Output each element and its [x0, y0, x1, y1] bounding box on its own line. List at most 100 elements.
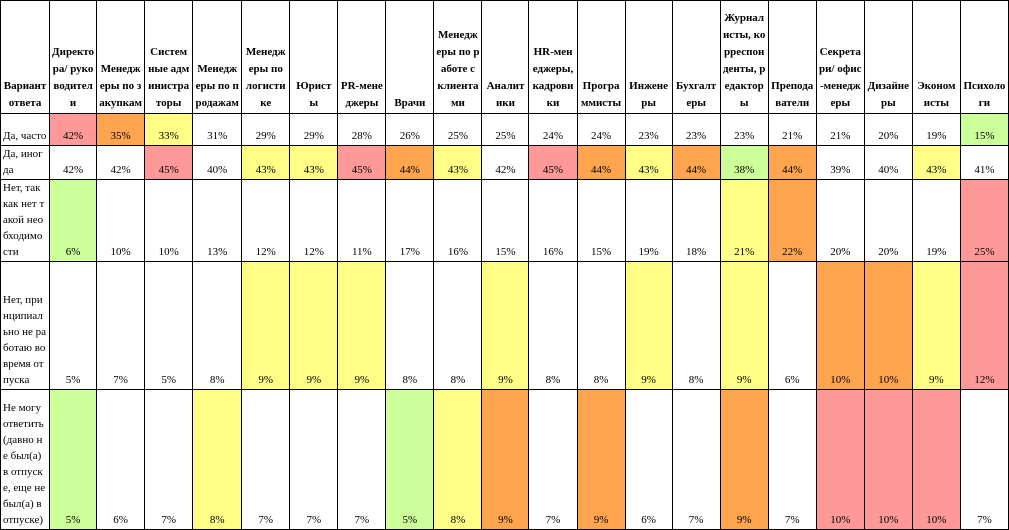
column-header: Экономисты: [911, 0, 961, 114]
value-cell: 10%: [144, 179, 194, 262]
value-cell: 43%: [911, 145, 961, 180]
value-cell: 7%: [144, 389, 194, 530]
value-cell: 15%: [959, 113, 1009, 146]
value-cell: 9%: [337, 261, 387, 390]
value-cell: 19%: [911, 113, 961, 146]
value-cell: 5%: [49, 261, 98, 390]
value-cell: 25%: [959, 179, 1009, 262]
value-cell: 29%: [289, 113, 339, 146]
value-cell: 7%: [528, 389, 578, 530]
value-cell: 5%: [49, 389, 98, 530]
value-cell: 10%: [96, 179, 146, 262]
value-cell: 15%: [576, 179, 626, 262]
value-cell: 41%: [959, 145, 1009, 180]
value-cell: 28%: [337, 113, 387, 146]
value-cell: 9%: [241, 261, 291, 390]
value-cell: 6%: [624, 389, 673, 530]
column-header: PR-менеджеры: [337, 0, 387, 114]
value-cell: 12%: [289, 179, 339, 262]
column-header: Системные администраторы: [144, 0, 194, 114]
value-cell: 39%: [815, 145, 865, 180]
value-cell: 24%: [528, 113, 578, 146]
column-header: Аналитики: [481, 0, 530, 114]
value-cell: 7%: [671, 389, 721, 530]
value-cell: 11%: [337, 179, 387, 262]
value-cell: 29%: [241, 113, 291, 146]
value-cell: 6%: [767, 261, 817, 390]
column-header: Программисты: [576, 0, 626, 114]
value-cell: 24%: [576, 113, 626, 146]
row-label: Да, часто: [0, 113, 51, 146]
value-cell: 23%: [624, 113, 673, 146]
value-cell: 6%: [49, 179, 98, 262]
value-cell: 25%: [481, 113, 530, 146]
value-cell: 7%: [96, 261, 146, 390]
value-cell: 5%: [385, 389, 435, 530]
column-header: Менеджеры по работе с клиентами: [433, 0, 483, 114]
value-cell: 7%: [241, 389, 291, 530]
value-cell: 43%: [241, 145, 291, 180]
value-cell: 38%: [719, 145, 769, 180]
value-cell: 12%: [959, 261, 1009, 390]
value-cell: 8%: [528, 261, 578, 390]
value-cell: 21%: [719, 179, 769, 262]
value-cell: 8%: [671, 261, 721, 390]
value-cell: 23%: [671, 113, 721, 146]
value-cell: 19%: [911, 179, 961, 262]
value-cell: 9%: [719, 261, 769, 390]
value-cell: 9%: [911, 261, 961, 390]
value-cell: 7%: [337, 389, 387, 530]
value-cell: 20%: [815, 179, 865, 262]
column-header: Бухгалтеры: [671, 0, 721, 114]
column-header: Инженеры: [624, 0, 673, 114]
value-cell: 40%: [192, 145, 243, 180]
table-row: Да, часто 42% 35% 33% 31% 29% 29% 28% 26% 25% 25% 2…: [0, 113, 1009, 146]
value-cell: 19%: [624, 179, 673, 262]
row-label: Не могу ответить (давно не был(а) в отпу…: [0, 389, 51, 530]
value-cell: 13%: [192, 179, 243, 262]
value-cell: 42%: [96, 145, 146, 180]
value-cell: 16%: [528, 179, 578, 262]
value-cell: 9%: [576, 389, 626, 530]
value-cell: 6%: [96, 389, 146, 530]
value-cell: 45%: [528, 145, 578, 180]
value-cell: 8%: [433, 389, 483, 530]
value-cell: 8%: [433, 261, 483, 390]
value-cell: 42%: [49, 113, 98, 146]
row-label: Нет, принципиально не работаю во время о…: [0, 261, 51, 390]
header-row: Вариант ответа Директора/ руководители М…: [0, 0, 1009, 114]
table-row: Нет, принципиально не работаю во время о…: [0, 261, 1009, 390]
value-cell: 20%: [863, 179, 913, 262]
value-cell: 44%: [385, 145, 435, 180]
value-cell: 10%: [863, 389, 913, 530]
table-body: Да, часто 42% 35% 33% 31% 29% 29% 28% 26% 25% 25% 2…: [0, 113, 1009, 530]
table-row: Не могу ответить (давно не был(а) в отпу…: [0, 389, 1009, 530]
value-cell: 9%: [719, 389, 769, 530]
corner-header: Вариант ответа: [0, 0, 51, 114]
value-cell: 18%: [671, 179, 721, 262]
value-cell: 8%: [192, 261, 243, 390]
value-cell: 45%: [144, 145, 194, 180]
value-cell: 12%: [241, 179, 291, 262]
value-cell: 42%: [49, 145, 98, 180]
value-cell: 21%: [767, 113, 817, 146]
value-cell: 7%: [767, 389, 817, 530]
value-cell: 40%: [863, 145, 913, 180]
value-cell: 25%: [433, 113, 483, 146]
column-header: Менеджеры по продажам: [192, 0, 243, 114]
column-header: Секретари/ офис-менеджеры: [815, 0, 865, 114]
column-header: Менеджеры по логистике: [241, 0, 291, 114]
column-header: Директора/ руководители: [49, 0, 98, 114]
value-cell: 16%: [433, 179, 483, 262]
value-cell: 44%: [671, 145, 721, 180]
value-cell: 10%: [911, 389, 961, 530]
column-header: Врачи: [385, 0, 435, 114]
value-cell: 8%: [192, 389, 243, 530]
column-header: Менеджеры по закупкам: [96, 0, 146, 114]
column-header: Юристы: [289, 0, 339, 114]
value-cell: 44%: [767, 145, 817, 180]
value-cell: 22%: [767, 179, 817, 262]
row-label: Да, иногда: [0, 145, 51, 180]
table-row: Да, иногда 42% 42% 45% 40% 43% 43% 45% 44% 43% 42%…: [0, 145, 1009, 180]
